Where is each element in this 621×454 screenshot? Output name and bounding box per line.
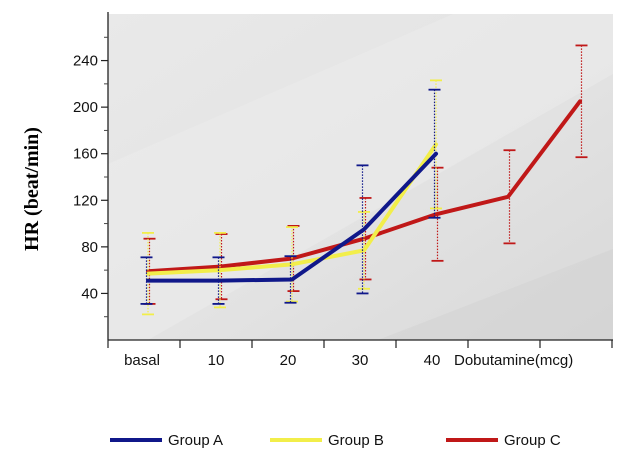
data-point xyxy=(434,142,438,146)
data-point xyxy=(218,279,222,283)
x-axis: basal 10 20 30 40 Dobutamine(mcg) xyxy=(107,339,613,369)
x-tick-label: 20 xyxy=(280,352,297,369)
legend-label: Group A xyxy=(168,432,223,449)
data-point xyxy=(146,279,150,283)
y-axis-title: HR (beat/min) xyxy=(21,127,43,251)
legend-label: Group B xyxy=(328,432,384,449)
series-layer xyxy=(140,44,588,316)
y-tick-label: 240 xyxy=(73,53,98,70)
y-axis: 40 80 120 160 200 240 xyxy=(73,12,109,340)
series-group-b xyxy=(142,79,442,316)
legend: Group A Group B Group C xyxy=(110,432,561,449)
data-point xyxy=(290,262,294,266)
data-point xyxy=(218,268,222,272)
x-tick-label: 40 xyxy=(424,352,441,369)
data-point xyxy=(434,152,438,156)
series-group-a xyxy=(140,88,441,305)
data-point xyxy=(362,237,366,241)
data-point xyxy=(434,212,438,216)
data-point xyxy=(290,277,294,281)
legend-label: Group C xyxy=(504,432,561,449)
x-tick-label: 10 xyxy=(208,352,225,369)
data-point xyxy=(146,272,150,276)
plot-background xyxy=(108,14,613,340)
legend-item-group-a: Group A xyxy=(110,432,223,449)
x-tick-label: 30 xyxy=(352,352,369,369)
y-tick-label: 80 xyxy=(81,239,98,256)
plot-shade-corner xyxy=(378,249,613,340)
y-tick-label: 200 xyxy=(73,99,98,116)
y-tick-label: 40 xyxy=(81,285,98,302)
legend-item-group-b: Group B xyxy=(270,432,384,449)
plot-shade-band xyxy=(108,14,613,340)
y-tick-label: 160 xyxy=(73,146,98,163)
data-point xyxy=(362,227,366,231)
data-point xyxy=(506,195,510,199)
y-tick-label: 120 xyxy=(73,192,98,209)
data-point xyxy=(578,99,582,103)
legend-item-group-c: Group C xyxy=(446,432,561,449)
x-tick-label: basal xyxy=(124,352,160,369)
data-point xyxy=(362,248,366,252)
x-axis-title: Dobutamine(mcg) xyxy=(454,352,573,369)
